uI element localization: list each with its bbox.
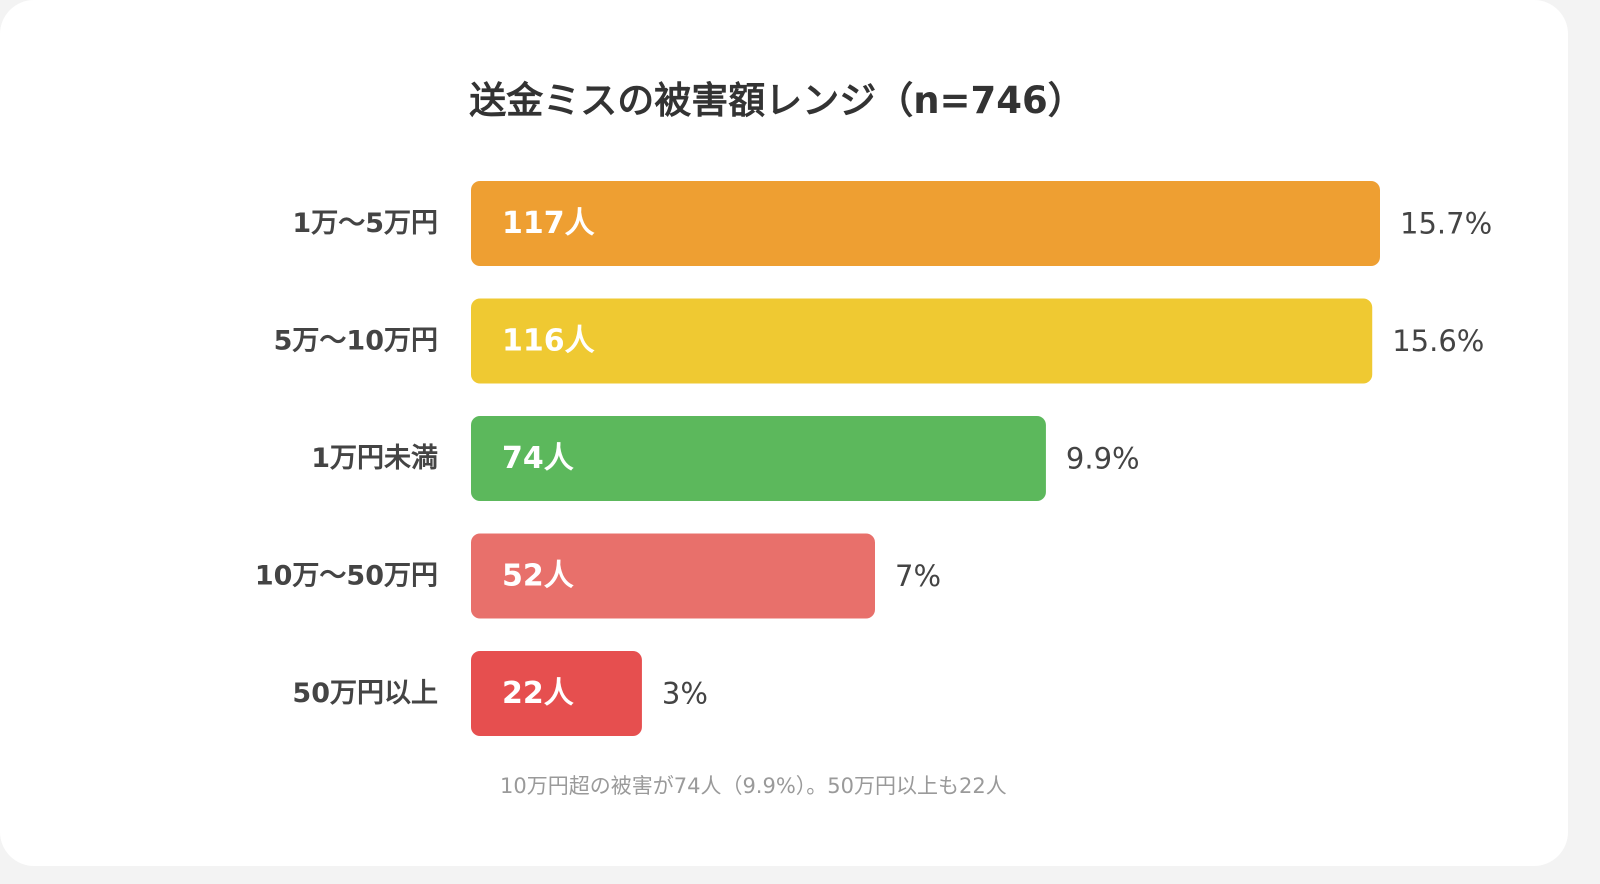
category-label: 50万円以上	[292, 678, 438, 709]
bar	[471, 651, 642, 736]
percent-label: 3%	[662, 677, 708, 711]
percent-label: 9.9%	[1066, 442, 1140, 476]
percent-label: 15.6%	[1392, 324, 1484, 358]
chart-footnote: 10万円超の被害が74人（9.9%）。50万円以上も22人	[500, 774, 1007, 798]
bar-value-label: 117人	[502, 206, 595, 241]
chart-card: 送金ミスの被害額レンジ（n=746） 1万〜5万円 117人 15.7% 5万〜10万…	[0, 0, 1568, 866]
bar-value-label: 74人	[502, 441, 574, 476]
bar	[471, 533, 875, 619]
chart-title: 送金ミスの被害額レンジ（n=746）	[469, 79, 1085, 122]
bar-value-label: 116人	[502, 324, 595, 359]
bar-value-label: 52人	[502, 559, 574, 594]
bar-value-label: 22人	[502, 676, 574, 711]
category-label: 1万〜5万円	[292, 208, 438, 239]
bar-chart: 1万〜5万円 117人 15.7% 5万〜10万円 116人 15.6% 1万円未満 74人 9…	[255, 181, 1492, 736]
percent-label: 7%	[895, 559, 941, 593]
bar	[471, 298, 1373, 384]
bar	[471, 181, 1380, 266]
category-label: 10万〜50万円	[255, 561, 438, 592]
category-label: 5万〜10万円	[274, 326, 438, 357]
category-label: 1万円未満	[311, 443, 438, 474]
percent-label: 15.7%	[1400, 207, 1492, 241]
bar	[471, 416, 1046, 501]
